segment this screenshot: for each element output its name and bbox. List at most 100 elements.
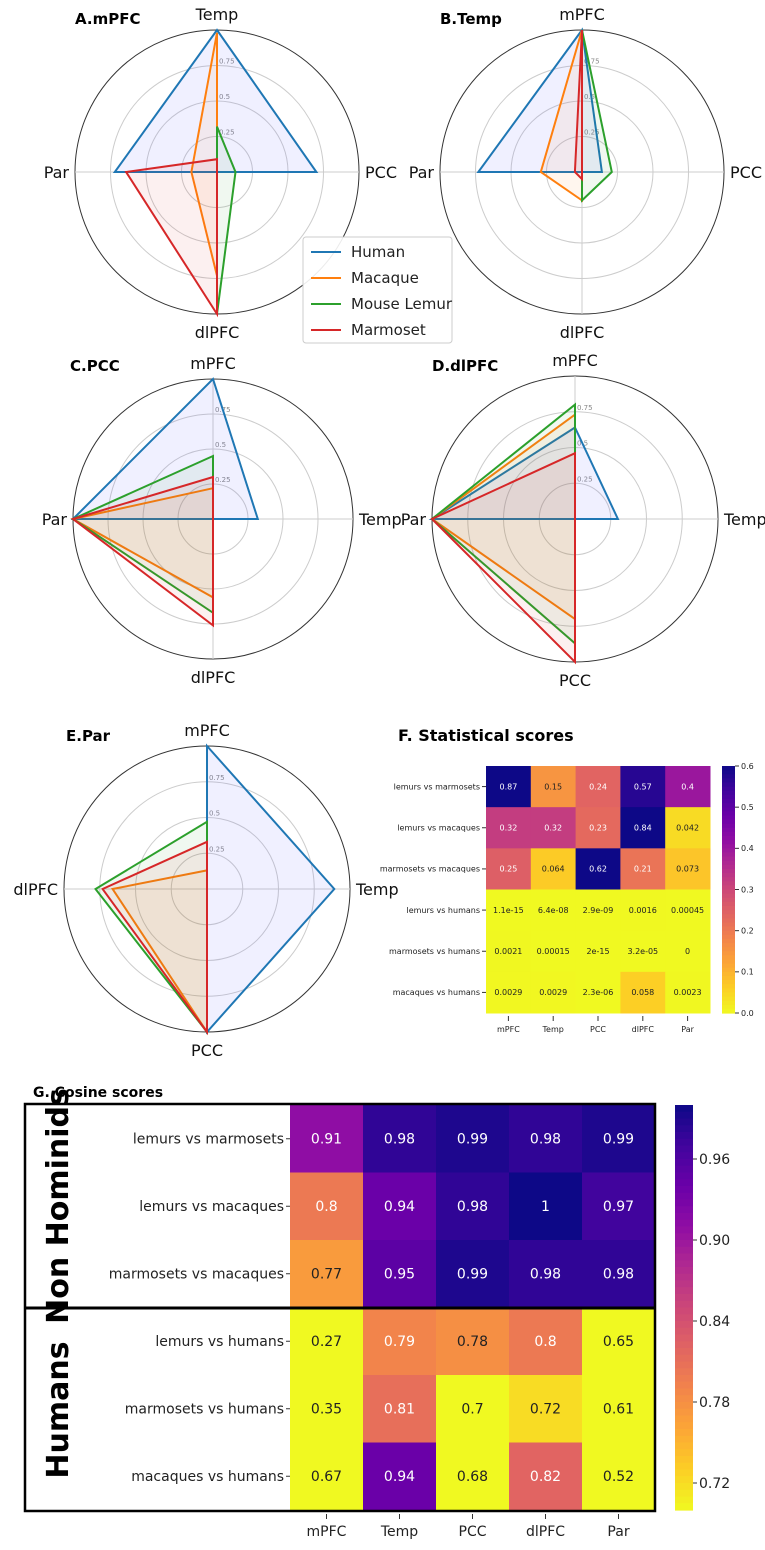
axis-label-mpfc: mPFC [184, 721, 230, 740]
colorbar-segment [675, 1159, 693, 1167]
colorbar-segment [675, 1415, 693, 1423]
colorbar-segment [722, 877, 735, 882]
heatmap-cell [363, 1307, 437, 1376]
cell-value: 0.95 [384, 1267, 415, 1283]
col-label: Temp [542, 1025, 564, 1034]
series-mouse-lemur [581, 29, 613, 203]
colorbar-segment [675, 1469, 693, 1477]
cell-value: 0.21 [634, 865, 652, 874]
axis-label-par: Par [42, 510, 68, 529]
colorbar-segment [675, 1462, 693, 1471]
heatmap-cell [530, 930, 577, 973]
colorbar-segment [675, 1361, 693, 1369]
colorbar-tick-label: 0.78 [699, 1395, 730, 1411]
chart-title: F. Statistical scores [398, 726, 574, 745]
cell-value: 0.65 [603, 1334, 634, 1350]
heatmap-cosine-scores: G. Cosine scores 0.91 0.98 0.99 0.98 0.99 0.8 0… [23, 1085, 730, 1540]
heatmap-cell [620, 848, 666, 890]
ring-label: 0.25 [209, 845, 225, 853]
colorbar-segment [675, 1219, 693, 1228]
colorbar-segment [675, 1442, 693, 1450]
axis-label-mpfc: mPFC [559, 5, 605, 24]
colorbar-segment [722, 885, 735, 891]
row-label: lemurs vs macaques [397, 824, 480, 833]
row-label: marmosets vs macaques [109, 1267, 284, 1283]
colorbar-segment [722, 774, 735, 779]
colorbar-segment [675, 1246, 693, 1255]
col-label: Par [681, 1025, 694, 1034]
cell-value: 0.99 [457, 1267, 488, 1283]
colorbar-segment [675, 1172, 693, 1180]
cell-value: 0.27 [311, 1334, 342, 1350]
colorbar-segment [675, 1253, 693, 1261]
cell-value: 0.058 [631, 988, 654, 997]
colorbar-segment [722, 934, 735, 940]
heatmap-cell [290, 1105, 364, 1173]
cell-value: 0.67 [311, 1469, 342, 1485]
heatmap-cell [575, 848, 621, 890]
series-marmoset [70, 475, 214, 628]
colorbar-segment [722, 873, 735, 878]
axis-label-pcc: PCC [730, 163, 762, 182]
cell-value: 0.15 [544, 782, 562, 791]
row-label: lemurs vs humans [406, 906, 480, 915]
colorbar-segment [675, 1341, 693, 1349]
colorbar-segment [722, 807, 735, 812]
colorbar-segment [675, 1240, 693, 1248]
colorbar-segment [675, 1213, 693, 1221]
radar-chart-mpfc: A.mPFC 0.25 0.5 0.75 Temp PCC dlPFC Par [44, 5, 397, 342]
colorbar-segment [722, 922, 735, 928]
colorbar-segment [675, 1429, 693, 1437]
heatmap-cell [509, 1105, 583, 1173]
heatmap-cell [486, 807, 532, 849]
colorbar: 0.72 0.78 0.84 0.90 0.96 [675, 1105, 730, 1511]
cell-value: 6.4e-08 [538, 906, 569, 915]
cell-value: 0.064 [542, 865, 565, 874]
heatmap-cell [665, 807, 711, 849]
heatmap-cell [363, 1240, 437, 1308]
cell-value: 0.78 [457, 1334, 488, 1350]
heatmap-cell [582, 1240, 656, 1308]
heatmap-cell [290, 1172, 364, 1241]
heatmap-cell [290, 1240, 364, 1308]
heatmap-cell [665, 766, 711, 808]
heatmap-cell [363, 1375, 437, 1443]
heatmap-cell [582, 1172, 656, 1241]
chart-title: B.Temp [440, 10, 502, 28]
colorbar-segment [675, 1422, 693, 1430]
heatmap-cell [582, 1105, 656, 1173]
heatmap-cell [363, 1172, 437, 1241]
colorbar-segment [722, 778, 735, 784]
axis-label-dlpfc: dlPFC [560, 323, 605, 342]
colorbar-tick-label: 0.6 [741, 762, 754, 771]
colorbar-tick-label: 0.90 [699, 1233, 730, 1249]
heatmap-cell [620, 766, 666, 808]
heatmap-cell [509, 1442, 583, 1511]
colorbar-segment [722, 943, 735, 948]
heatmap-cell [486, 930, 532, 973]
cell-value: 0.97 [603, 1199, 634, 1215]
colorbar-segment [675, 1435, 693, 1444]
colorbar-segment [722, 955, 735, 961]
colorbar-segment [675, 1179, 693, 1187]
cell-value: 0.87 [499, 782, 517, 791]
row-label: macaques vs humans [131, 1469, 284, 1485]
colorbar-segment [675, 1287, 693, 1295]
cell-value: 0.25 [499, 865, 517, 874]
colorbar-segment [675, 1280, 693, 1288]
heatmap-cell [530, 848, 577, 890]
cell-value: 0.00015 [537, 947, 570, 956]
colorbar-segment [675, 1496, 693, 1504]
heatmap-cell [620, 971, 666, 1014]
axis-label-temp: Temp [358, 510, 402, 529]
row-label: lemurs vs macaques [139, 1199, 284, 1215]
col-label: Par [607, 1524, 629, 1540]
chart-title: E.Par [66, 727, 111, 745]
heatmap-cell [582, 1375, 656, 1443]
heatmap-cell [486, 889, 532, 932]
colorbar-segment [722, 938, 735, 944]
colorbar-segment [722, 975, 735, 981]
heatmap-statistical-scores: F. Statistical scores 0.87 0.15 0.24 0.57 0.4… [380, 726, 754, 1034]
ring-label: 0.5 [584, 93, 595, 101]
